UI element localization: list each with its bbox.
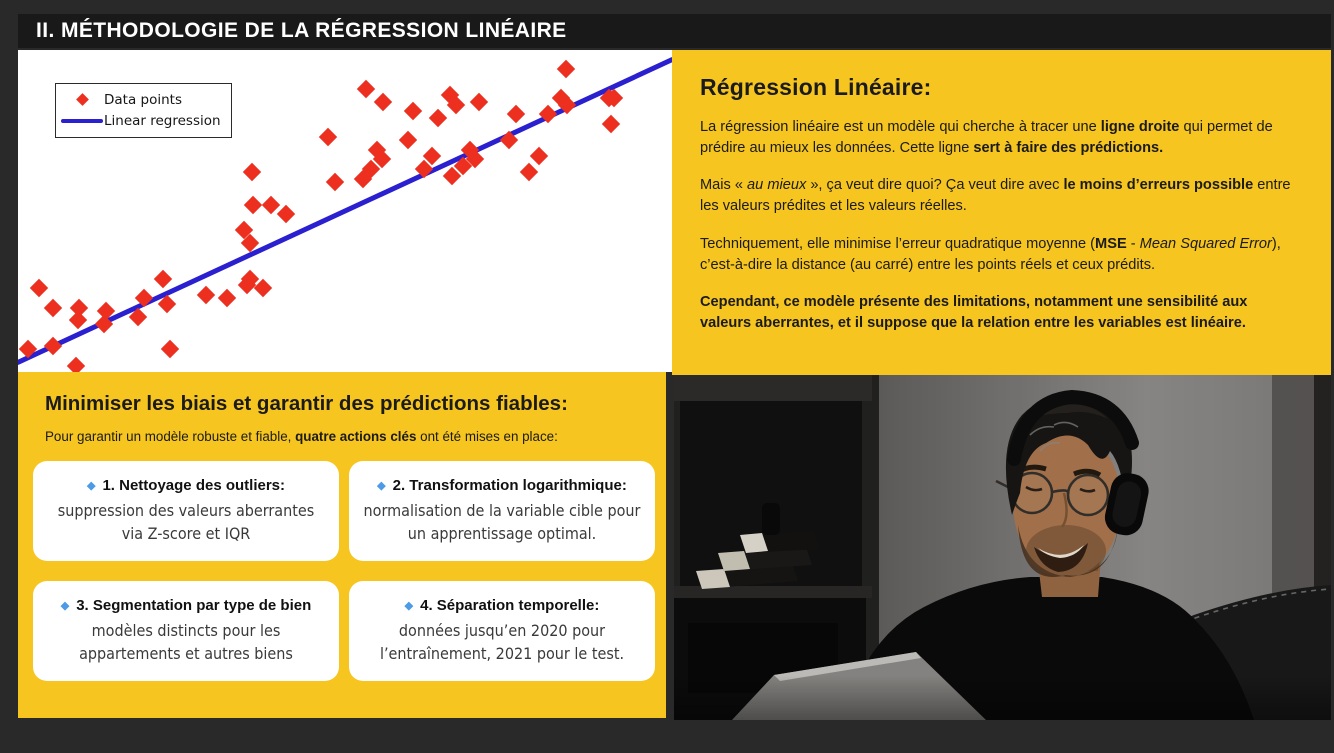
paragraph-definition: La régression linéaire est un modèle qui… (700, 119, 1273, 156)
card-body: suppression des valeurs aberrantes via Z… (57, 500, 315, 543)
data-point (261, 195, 281, 214)
card-body: modèles distincts pour les appartements … (79, 620, 293, 663)
paragraph-mse: Techniquement, elle minimise l’erreur qu… (700, 235, 1281, 273)
chart-panel: Data points Linear regression (18, 50, 672, 372)
paragraph-au-mieux: Mais « au mieux », ça veut dire quoi? Ça… (700, 177, 1291, 215)
action-card-segmentation: ◆ 3. Segmentation par type de bien modèle… (33, 581, 339, 681)
action-card-outliers: ◆ 1. Nettoyage des outliers: suppression … (33, 461, 339, 561)
data-point (18, 340, 37, 359)
data-point (29, 279, 49, 298)
regression-explanation-panel: Régression Linéaire: La régression linéa… (672, 50, 1331, 375)
card-body: normalisation de la variable cible pour … (363, 500, 641, 543)
data-point (160, 340, 179, 359)
data-point (403, 101, 423, 121)
data-point (601, 114, 621, 134)
diamond-bullet-icon: ◆ (377, 479, 386, 492)
diamond-bullet-icon: ◆ (60, 599, 70, 612)
headphones-icon (1007, 389, 1139, 466)
data-point (356, 79, 376, 98)
panel-heading: Minimiser les biais et garantir des préd… (45, 392, 568, 415)
photo-person-laptop (674, 375, 1331, 720)
action-cards: ◆ 1. Nettoyage des outliers: suppression … (33, 461, 655, 681)
chart-legend: Data points Linear regression (55, 83, 232, 138)
paragraph-limitations: Cependant, ce modèle présente des limita… (700, 294, 1248, 332)
data-point (506, 105, 525, 124)
data-point (43, 337, 62, 356)
data-point (530, 147, 549, 166)
data-point (67, 356, 86, 372)
slide-title-bar: II. MÉTHODOLOGIE DE LA RÉGRESSION LINÉAI… (18, 14, 1331, 48)
data-point (318, 127, 338, 147)
data-point (469, 92, 489, 111)
diamond-bullet-icon: ◆ (86, 479, 96, 492)
action-card-temporal-split: ◆ 4. Séparation temporelle: données jusqu… (349, 581, 655, 681)
data-point (499, 130, 519, 150)
data-point (217, 288, 236, 308)
data-point (43, 298, 62, 317)
data-point (556, 60, 576, 79)
bias-actions-panel: Minimiser les biais et garantir des préd… (18, 372, 666, 718)
data-point (196, 285, 215, 304)
data-point (520, 163, 539, 182)
slide-title: II. MÉTHODOLOGIE DE LA RÉGRESSION LINÉAI… (36, 19, 567, 42)
legend-label: Data points (104, 91, 182, 108)
panel-intro: Pour garantir un modèle robuste et fiabl… (45, 429, 558, 444)
blue-line-icon (61, 118, 103, 123)
data-point (428, 108, 448, 127)
card-title: 4. Séparation temporelle: (420, 596, 600, 614)
data-point (538, 105, 557, 124)
legend-label: Linear regression (104, 112, 221, 129)
action-card-log-transform: ◆ 2. Transformation logarithmique: normal… (349, 461, 655, 561)
data-point (244, 195, 263, 214)
data-point (325, 172, 344, 192)
legend-item-regression: Linear regression (60, 110, 221, 131)
photo-illustration (674, 375, 1331, 720)
card-title: 3. Segmentation par type de bien (76, 596, 312, 614)
card-body: données jusqu’en 2020 pour l’entraînemen… (379, 620, 625, 663)
data-point (242, 163, 262, 182)
card-title: 2. Transformation logarithmique: (392, 476, 627, 494)
data-point (157, 295, 177, 314)
diamond-bullet-icon: ◆ (404, 599, 414, 612)
data-point (373, 92, 393, 111)
glasses-icon (995, 471, 1110, 517)
legend-item-data-points: Data points (60, 89, 221, 110)
data-point (134, 288, 153, 308)
data-point (153, 269, 172, 288)
data-point (398, 130, 417, 150)
data-point (276, 205, 296, 224)
data-point (128, 308, 147, 327)
red-diamond-icon (75, 93, 89, 106)
panel-heading: Régression Linéaire: (700, 74, 932, 100)
card-title: 1. Nettoyage des outliers: (102, 476, 286, 494)
books-icon (696, 503, 820, 589)
